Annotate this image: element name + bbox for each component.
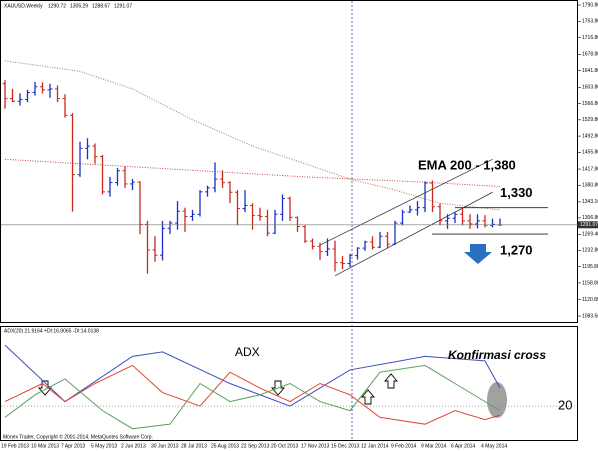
x-tick-label: 12 Jan 2014 xyxy=(361,443,389,449)
annotation: Konfirmasi cross xyxy=(448,348,546,362)
x-tick-label: 9 Mar 2014 xyxy=(421,443,447,449)
y-tick-label: 1790.80 xyxy=(582,2,598,8)
y-tick-label: 1566.80 xyxy=(582,101,598,107)
x-tick-label: 28 Jul 2013 xyxy=(181,443,207,449)
indicator-line xyxy=(4,364,501,430)
footer: Monex Trader, Copyright © 2001-2014, Met… xyxy=(3,433,153,440)
last-high: 1305.29 xyxy=(70,3,88,9)
down-arrow xyxy=(464,244,492,264)
last-price-label: 1291.07 xyxy=(580,222,598,228)
y-tick-label: 1492.80 xyxy=(582,133,598,139)
y-tick-label: 1120.80 xyxy=(582,297,598,303)
y-tick-label: 1083.50 xyxy=(582,313,598,319)
y-tick-label: 1195.80 xyxy=(582,264,598,270)
y-tick-label: 1343.10 xyxy=(582,199,598,205)
y-tick-label: 1641.80 xyxy=(582,68,598,74)
chart-title: XAUUSD,Weekly xyxy=(4,3,43,9)
cross-highlight xyxy=(487,382,507,418)
x-tick-label: 6 Apr 2014 xyxy=(451,443,475,449)
y-tick-label: 1455.80 xyxy=(582,150,598,156)
y-tick-label: 1678.80 xyxy=(582,52,598,58)
y-tick-label: 1380.80 xyxy=(582,183,598,189)
indicator-title: ADX(20) 21.9164 +DI:16.9065 -DI:14.0138 xyxy=(4,328,99,334)
x-tick-label: 25 Aug 2013 xyxy=(211,443,239,449)
last-close: 1291.07 xyxy=(114,3,132,9)
x-tick-label: 22 Sep 2013 xyxy=(241,443,270,449)
x-tick-label: 9 Feb 2014 xyxy=(391,443,417,449)
last-price-box xyxy=(578,221,598,229)
y-tick-label: 1716.80 xyxy=(582,35,598,41)
x-tick-label: 15 Dec 2013 xyxy=(331,443,360,449)
x-tick-label: 7 Apr 2013 xyxy=(61,443,85,449)
last-open: 1290.72 xyxy=(48,3,66,9)
x-tick-label: 20 Oct 2013 xyxy=(271,443,298,449)
y-tick-label: 1417.80 xyxy=(582,166,598,172)
y-tick-label: 1269.40 xyxy=(582,232,598,238)
x-tick-label: 17 Nov 2013 xyxy=(301,443,330,449)
x-tick-label: 4 May 2014 xyxy=(481,443,507,449)
level-label: 1,270 xyxy=(500,242,533,257)
y-tick-label: 1603.80 xyxy=(582,85,598,91)
price-panel xyxy=(0,0,578,323)
moving-average xyxy=(4,60,501,211)
y-tick-label: 1306.80 xyxy=(582,215,598,221)
last-low: 1288.67 xyxy=(92,3,110,9)
indicator-line xyxy=(4,364,501,425)
y-tick-label: 1529.80 xyxy=(582,117,598,123)
y-tick-label: 1158.80 xyxy=(582,280,598,286)
x-tick-label: 5 May 2013 xyxy=(91,443,117,449)
level-label: 1,330 xyxy=(500,185,533,200)
y-tick-label: 1753.80 xyxy=(582,19,598,25)
trend-channel xyxy=(319,158,493,246)
x-tick-label: 2 Jun 2013 xyxy=(121,443,146,449)
x-tick-label: 30 Jun 2013 xyxy=(151,443,179,449)
arrow-up xyxy=(384,373,398,389)
arrow-up xyxy=(361,389,375,405)
annotation: ADX xyxy=(235,345,260,359)
level-label: 20 xyxy=(558,398,572,413)
moving-average xyxy=(4,158,501,188)
x-tick-label: 19 Feb 2013 xyxy=(1,443,29,449)
trend-channel xyxy=(334,191,493,277)
annotation: EMA 200 - 1,380 xyxy=(418,157,516,172)
x-tick-label: 10 Mar 2013 xyxy=(31,443,59,449)
y-tick-label: 1232.80 xyxy=(582,248,598,254)
